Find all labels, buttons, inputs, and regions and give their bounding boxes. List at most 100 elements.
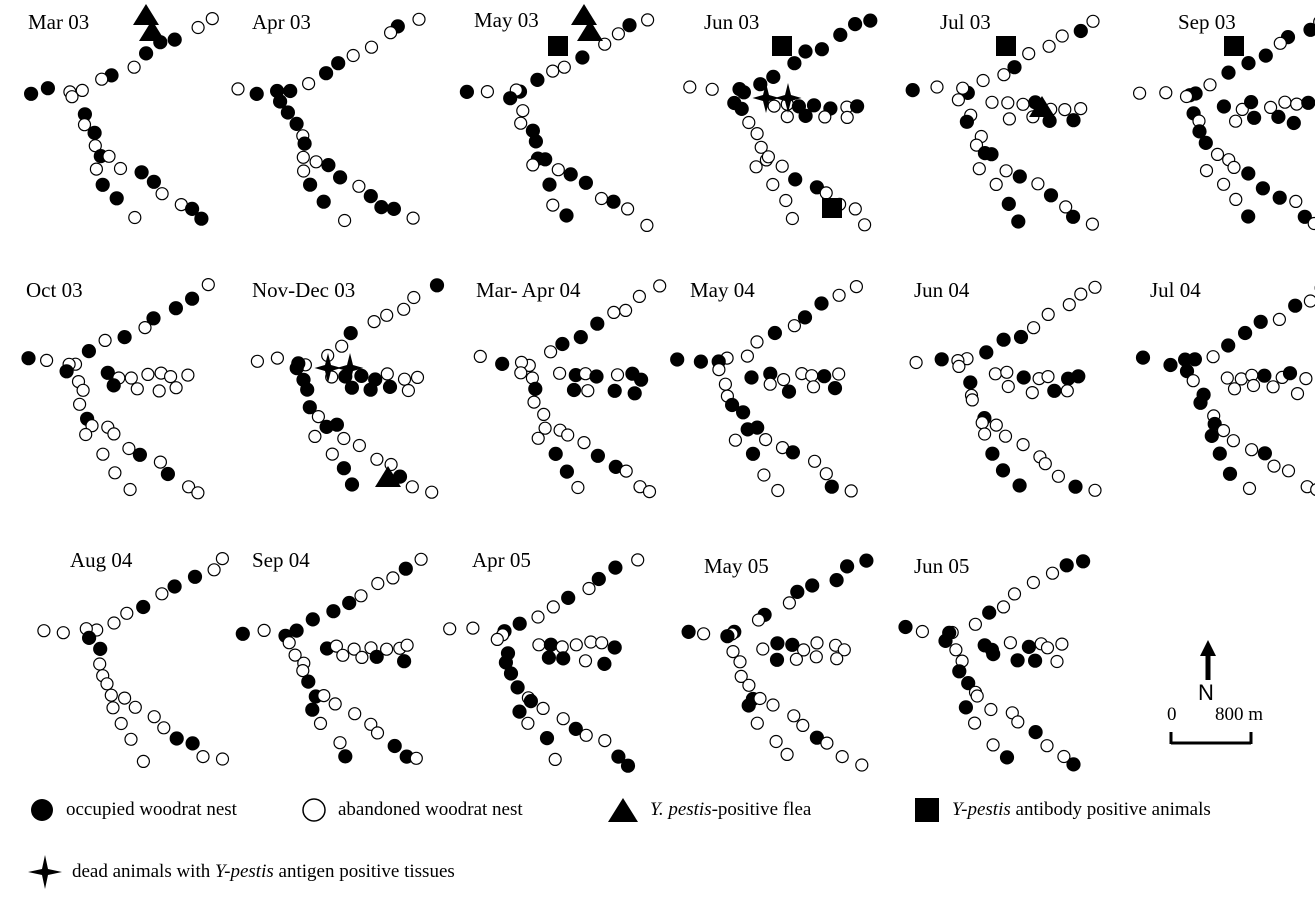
occupied-nest-marker: [59, 364, 74, 379]
occupied-nest-marker: [607, 383, 622, 398]
occupied-nest-marker: [732, 81, 747, 97]
occupied-nest-marker: [139, 46, 154, 61]
abandoned-nest-marker: [809, 650, 823, 664]
occupied-nest-marker: [541, 650, 557, 665]
occupied-nest-marker: [1016, 370, 1031, 385]
map-panel: Sep 04: [230, 548, 445, 788]
abandoned-nest-marker: [742, 678, 756, 692]
dead-antigen-marker: [752, 83, 780, 113]
occupied-nest-marker: [573, 329, 588, 345]
flea-triangle-icon: [608, 798, 638, 822]
occupied-nest-marker: [627, 386, 642, 401]
north-arrow-icon: [1169, 640, 1253, 745]
abandoned-nest-marker: [808, 454, 822, 468]
abandoned-nest-marker: [1281, 464, 1296, 478]
occupied-nest-marker: [1237, 325, 1253, 341]
abandoned-nest-marker: [301, 76, 316, 91]
abandoned-nest-marker: [313, 716, 328, 730]
legend-dead-label: antigen positive tissues: [278, 861, 455, 882]
abandoned-nest-marker: [39, 353, 54, 368]
occupied-nest-marker: [1012, 169, 1027, 184]
nest-map: [909, 280, 1102, 497]
occupied-nest-marker: [539, 731, 555, 746]
occupied-nest-marker: [1286, 115, 1301, 131]
abandoned-nest-marker: [1088, 483, 1102, 497]
abandoned-nest-marker: [123, 482, 137, 497]
panel-title: Jun 03: [704, 10, 760, 34]
abandoned-nest-marker: [205, 12, 219, 26]
occupied-nest-marker: [1303, 22, 1315, 37]
abandoned-nest-marker: [531, 431, 545, 445]
abandoned-nest-marker: [956, 81, 970, 95]
map-panel: May 04: [660, 278, 875, 518]
panel-title: Aug 04: [70, 548, 133, 572]
abandoned-nest-marker: [532, 638, 546, 652]
abandoned-nest-marker: [77, 118, 92, 132]
occupied-nest-marker: [429, 278, 445, 293]
map-panel: May 05: [668, 548, 883, 788]
abandoned-nest-marker: [766, 698, 780, 712]
occupied-nest-marker: [848, 17, 863, 32]
abandoned-nest-marker: [766, 177, 780, 192]
abandoned-nest-marker: [546, 64, 560, 78]
abandoned-nest-marker: [346, 48, 360, 63]
abandoned-nest-marker: [370, 726, 385, 740]
panel-title: Oct 03: [26, 278, 83, 302]
legend-occupied-label: occupied woodrat nest: [66, 799, 237, 820]
abandoned-nest-marker: [757, 468, 771, 482]
abandoned-nest-marker: [516, 104, 530, 118]
occupied-nest-marker: [984, 147, 999, 162]
abandoned-nest-marker: [308, 429, 322, 443]
occupied-nest-marker: [735, 405, 751, 420]
occupied-nest-marker: [1013, 329, 1029, 345]
abandoned-nest-marker: [1002, 112, 1017, 126]
abandoned-nest-marker: [128, 210, 142, 225]
occupied-nest-marker: [1257, 368, 1272, 383]
abandoned-nest-marker: [805, 369, 819, 383]
occupied-nest-marker: [332, 170, 348, 185]
occupied-nest-marker: [753, 77, 768, 92]
nest-map: [681, 553, 874, 772]
occupied-nest-marker: [297, 136, 312, 151]
occupied-nest-marker: [503, 91, 518, 106]
occupied-nest-marker: [1255, 181, 1270, 196]
abandoned-nest-marker: [582, 581, 596, 596]
occupied-nest-marker: [963, 375, 978, 390]
occupied-nest-marker: [575, 50, 590, 65]
occupied-nest-marker: [982, 605, 997, 620]
occupied-nest-marker: [1066, 113, 1081, 128]
abandoned-nest-marker: [761, 150, 776, 164]
abandoned-nest-marker: [581, 384, 595, 398]
flea-positive-marker: [1029, 96, 1055, 117]
abandoned-nest-marker: [130, 382, 144, 396]
abandoned-nest-marker: [988, 367, 1003, 381]
occupied-nest-marker: [1179, 363, 1195, 379]
abandoned-nest-marker: [1001, 379, 1015, 394]
abandoned-nest-marker: [536, 701, 550, 715]
map-panel: Mar 03: [14, 4, 229, 248]
abandoned-nest-marker: [999, 164, 1013, 178]
occupied-nest-marker: [634, 372, 649, 387]
abandoned-nest-marker: [832, 367, 846, 381]
abandoned-nest-marker: [328, 697, 342, 711]
abandoned-nest-marker: [371, 576, 385, 591]
occupied-nest-marker: [1246, 110, 1262, 125]
abandoned-nest-marker: [164, 369, 178, 384]
abandoned-nest-marker: [537, 407, 551, 421]
abandoned-nest-marker: [555, 640, 569, 654]
occupied-nest-marker: [620, 758, 636, 773]
antibody-square-icon: [915, 798, 939, 822]
abandoned-nest-marker: [473, 349, 487, 364]
abandoned-nest-marker: [754, 140, 768, 154]
occupied-nest-marker: [1257, 446, 1272, 461]
nest-map: [443, 553, 645, 773]
occupied-nest-marker: [986, 646, 1001, 662]
abandoned-nest-marker: [1242, 481, 1257, 495]
abandoned-nest-marker: [1272, 312, 1286, 327]
abandoned-nest-marker: [819, 186, 833, 200]
abandoned-nest-marker: [311, 410, 326, 424]
abandoned-nest-marker: [270, 351, 285, 365]
abandoned-nest-marker: [1199, 164, 1214, 178]
occupied-nest-marker: [342, 595, 357, 611]
abandoned-nest-marker: [98, 333, 112, 348]
